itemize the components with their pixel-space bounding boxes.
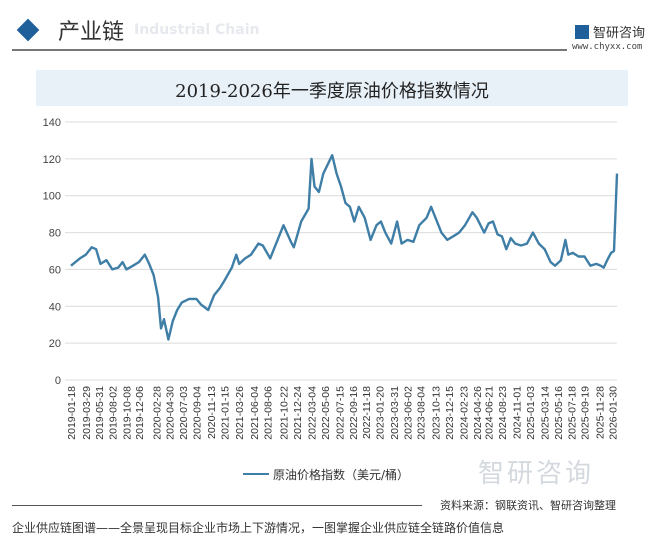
- x-tick-label: 2023-01-20: [374, 386, 386, 440]
- x-tick-label: 2025-07-18: [566, 386, 578, 440]
- logo-url: www.chyxx.com: [572, 42, 643, 52]
- source-note: 资料来源：钢联资讯、智研咨询整理: [440, 499, 616, 512]
- x-tick-label: 2022-05-06: [320, 386, 332, 440]
- y-tick-label: 40: [49, 301, 61, 313]
- logo-icon: [575, 25, 589, 39]
- legend-swatch: [243, 473, 269, 475]
- x-tick-label: 2025-03-14: [540, 386, 552, 440]
- x-tick-label: 2025-01-03: [525, 386, 537, 440]
- y-tick-label: 120: [43, 154, 61, 166]
- footer-divider: [12, 505, 422, 506]
- x-tick-label: 2023-06-02: [402, 386, 414, 440]
- x-tick-label: 2026-01-30: [608, 386, 620, 440]
- x-tick-label: 2021-10-22: [278, 386, 290, 440]
- logo-name: 智研咨询: [593, 26, 646, 41]
- x-tick-label: 2019-01-18: [66, 386, 78, 440]
- x-tick-label: 2024-11-01: [512, 386, 524, 439]
- x-tick-label: 2021-03-26: [234, 386, 246, 440]
- x-tick-label: 2022-07-15: [335, 386, 347, 440]
- header-subtitle: Industrial Chain: [134, 22, 260, 38]
- y-tick-label: 80: [49, 228, 61, 240]
- tagline: 企业供应链图谱——全景呈现目标企业市场上下游情况，一图掌握企业供应链全链路价值信…: [12, 521, 505, 535]
- watermark: 智研咨询: [478, 459, 595, 489]
- x-tick-label: 2024-06-21: [484, 386, 496, 440]
- x-tick-label: 2023-03-31: [389, 386, 401, 440]
- x-tick-label: 2024-04-26: [472, 386, 484, 440]
- x-tick-label: 2020-04-30: [165, 386, 177, 440]
- logo: 智研咨询: [575, 22, 645, 41]
- x-tick-label: 2021-06-04: [249, 386, 261, 440]
- series-line: [70, 153, 619, 341]
- y-tick-label: 60: [49, 264, 61, 276]
- x-tick-label: 2022-03-04: [307, 386, 319, 440]
- x-tick-label: 2020-02-28: [152, 386, 164, 440]
- x-tick-label: 2025-09-19: [580, 386, 592, 440]
- x-tick-label: 2019-10-08: [121, 386, 133, 440]
- x-tick-label: 2020-09-04: [191, 386, 203, 440]
- x-tick-label: 2023-10-13: [430, 386, 442, 440]
- x-tick-label: 2024-02-23: [459, 386, 471, 440]
- x-tick-label: 2019-12-06: [134, 386, 146, 440]
- x-tick-label: 2020-11-13: [206, 386, 218, 439]
- x-tick-label: 2021-12-24: [292, 386, 304, 440]
- header-title: 产业链: [58, 20, 125, 45]
- x-tick-label: 2019-08-02: [107, 386, 119, 440]
- y-tick-label: 0: [55, 375, 61, 387]
- x-tick-label: 2022-11-18: [361, 386, 373, 439]
- x-tick-label: 2020-07-03: [178, 386, 190, 440]
- x-tick-label: 2022-09-16: [348, 386, 360, 440]
- chart-title: 2019-2026年一季度原油价格指数情况: [175, 81, 489, 102]
- x-tick-label: 2021-08-06: [262, 386, 274, 440]
- y-tick-label: 140: [43, 117, 61, 129]
- x-tick-label: 2023-12-15: [444, 386, 456, 440]
- x-tick-label: 2021-01-15: [219, 386, 231, 440]
- x-tick-label: 2019-03-29: [81, 386, 93, 440]
- header-divider: [12, 49, 567, 51]
- legend-label: 原油价格指数（美元/桶）: [273, 468, 410, 482]
- x-tick-label: 2019-05-31: [94, 386, 106, 440]
- x-tick-label: 2024-08-23: [497, 386, 509, 440]
- y-tick-label: 100: [43, 191, 61, 203]
- y-tick-label: 20: [49, 338, 61, 350]
- x-tick-label: 2025-05-16: [553, 386, 565, 440]
- x-tick-label: 2023-08-04: [416, 386, 428, 440]
- x-tick-label: 2025-11-28: [594, 386, 606, 439]
- legend: 原油价格指数（美元/桶）: [243, 466, 409, 483]
- chart-title-band: 2019-2026年一季度原油价格指数情况: [36, 70, 628, 106]
